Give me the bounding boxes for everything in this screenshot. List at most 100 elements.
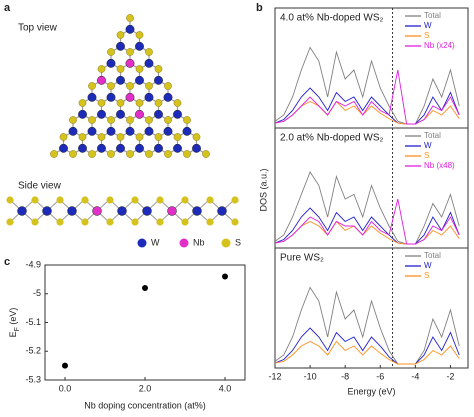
w-atom (154, 75, 163, 85)
y-axis-label-part: F (14, 327, 21, 331)
x-tick-label: -8 (341, 371, 349, 381)
s-atom (59, 133, 68, 141)
legend-label: S (424, 31, 429, 40)
w-atom (125, 24, 135, 34)
s-atom (154, 99, 163, 107)
s-atom (206, 218, 214, 226)
s-atom (116, 133, 125, 141)
s-atom (116, 65, 125, 73)
s-atom (81, 196, 89, 204)
dos-line (274, 87, 460, 125)
w-atom (144, 126, 154, 136)
s-atom (107, 48, 115, 56)
w-atom (106, 92, 116, 102)
dos-line (274, 220, 460, 245)
dos-line (274, 198, 460, 245)
x-tick-label: -10 (304, 371, 317, 381)
w-atom (78, 143, 87, 153)
s-atom (231, 218, 239, 226)
legend-label: Total (424, 11, 441, 20)
data-point (142, 285, 148, 291)
dos-line (274, 207, 460, 245)
s-atom (31, 196, 39, 204)
s-atom (135, 31, 144, 39)
x-tick-label: 4.0 (219, 383, 232, 393)
s-atom (97, 99, 106, 107)
w-atom (68, 126, 78, 136)
legend-label: Nb (x24) (424, 41, 455, 50)
plot-frame (274, 7, 469, 129)
s-atom (164, 116, 172, 124)
y-tick-label: -5.2 (25, 346, 41, 356)
w-atom (173, 109, 182, 119)
panel-label: a (4, 2, 11, 14)
s-atom (56, 196, 64, 204)
s-atom (145, 82, 153, 90)
w-atom (154, 109, 163, 119)
x-axis-label: Nb doping concentration (at%) (84, 400, 206, 410)
w-atom (97, 143, 106, 153)
w-atom (142, 206, 152, 216)
s-atom (135, 99, 144, 107)
dos-line (274, 100, 460, 125)
w-atom (125, 126, 135, 136)
y-tick-label: -5.3 (25, 374, 41, 384)
w-atom (87, 92, 97, 102)
w-atom (144, 92, 154, 102)
s-atom (154, 133, 163, 141)
w-atom (135, 143, 144, 153)
s-atom (107, 116, 115, 124)
x-tick-label: -12 (268, 371, 281, 381)
s-atom (97, 65, 106, 73)
s-atom (6, 218, 14, 226)
nb-atom (92, 206, 102, 216)
s-atom (116, 99, 125, 107)
y-tick-label: -5 (33, 288, 41, 298)
y-axis-label: DOS (a.u.) (258, 168, 268, 211)
plot-frame (44, 264, 246, 381)
legend-label: S (424, 151, 429, 160)
s-atom (106, 218, 114, 226)
panel-title: Pure WS₂ (280, 253, 324, 264)
w-atom (116, 143, 125, 153)
panel-label: b (256, 2, 263, 14)
s-atom (31, 218, 39, 226)
legend-marker (179, 238, 189, 248)
legend-label: Nb (x48) (424, 161, 455, 170)
legend-marker (221, 238, 231, 248)
s-atom (97, 133, 106, 141)
w-atom (135, 75, 144, 85)
view-label: Top view (18, 23, 58, 34)
s-atom (156, 196, 164, 204)
y-axis-label-part: (eV) (8, 308, 18, 328)
w-atom (116, 109, 125, 119)
s-atom (126, 150, 134, 158)
s-atom (135, 65, 144, 73)
s-atom (78, 99, 87, 107)
s-atom (183, 116, 191, 124)
s-atom (131, 196, 139, 204)
w-atom (154, 143, 163, 153)
w-atom (42, 206, 52, 216)
s-atom (81, 218, 89, 226)
s-atom (164, 150, 172, 158)
s-atom (126, 14, 134, 22)
dos-line (274, 286, 460, 365)
s-atom (206, 196, 214, 204)
s-atom (192, 133, 201, 141)
s-atom (154, 65, 163, 73)
nb-atom (125, 58, 135, 68)
s-atom (145, 116, 153, 124)
s-atom (106, 196, 114, 204)
s-atom (6, 196, 14, 204)
s-atom (69, 150, 77, 158)
s-atom (107, 82, 115, 90)
s-atom (135, 133, 144, 141)
legend-label: W (424, 261, 432, 270)
s-atom (131, 218, 139, 226)
s-atom (56, 218, 64, 226)
w-atom (192, 143, 201, 153)
s-atom (107, 150, 115, 158)
s-atom (202, 150, 210, 158)
